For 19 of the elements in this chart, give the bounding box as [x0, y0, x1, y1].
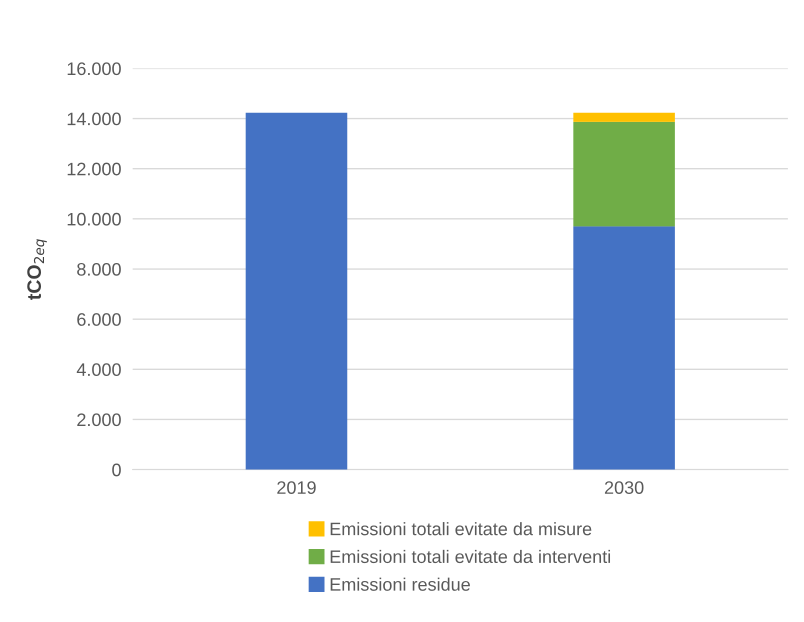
- y-tick-label: 0: [112, 464, 121, 476]
- x-tick-label: 2019: [277, 481, 316, 494]
- legend-label: Emissioni totali evitate da interventi: [330, 550, 610, 564]
- y-tick-label: 14.000: [68, 112, 121, 126]
- y-tick-label: 8.000: [77, 262, 121, 276]
- y-tick-label: 10.000: [68, 212, 121, 226]
- y-tick-label: 4.000: [76, 363, 121, 376]
- bar: [573, 122, 675, 226]
- legend-label: Emissioni totali evitate da misure: [330, 522, 592, 536]
- y-axis-title: tCO$_{2eq}$: [27, 239, 47, 300]
- legend-label: Emissioni residue: [330, 578, 470, 591]
- bar: [246, 112, 348, 470]
- y-tick-label: 16.000: [68, 62, 121, 76]
- bar: [573, 112, 675, 122]
- y-tick-label: 6.000: [77, 313, 121, 326]
- bar: [573, 226, 675, 470]
- y-tick-label: 12.000: [68, 162, 121, 176]
- x-tick-label: 2030: [604, 481, 644, 494]
- y-tick-label: 2.000: [77, 413, 121, 426]
